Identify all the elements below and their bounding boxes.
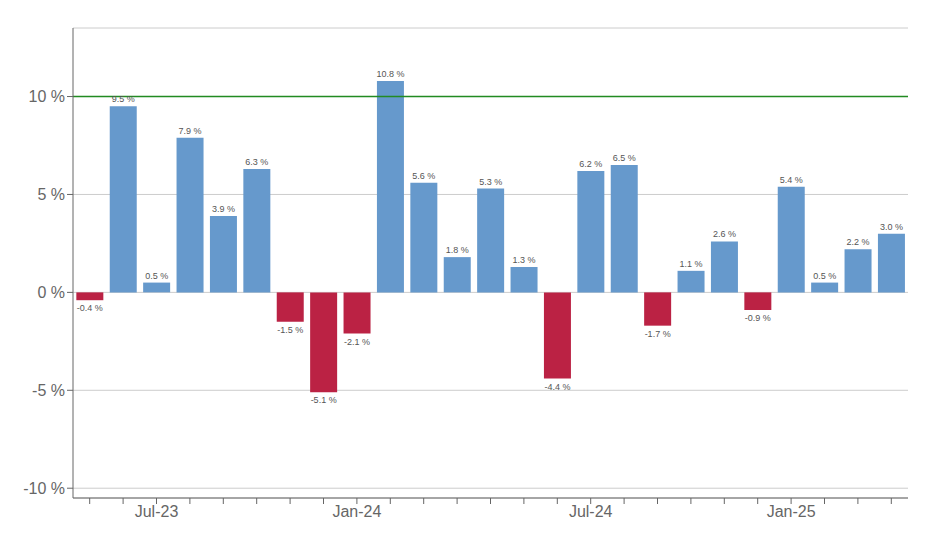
svg-text:3.0 %: 3.0 % bbox=[880, 222, 903, 232]
svg-text:-10 %: -10 % bbox=[23, 480, 65, 497]
svg-text:1.1 %: 1.1 % bbox=[680, 259, 703, 269]
svg-text:1.8 %: 1.8 % bbox=[446, 245, 469, 255]
svg-text:Jul-24: Jul-24 bbox=[569, 503, 613, 520]
svg-text:0 %: 0 % bbox=[37, 284, 65, 301]
svg-text:Jan-24: Jan-24 bbox=[332, 503, 381, 520]
svg-text:5.4 %: 5.4 % bbox=[780, 175, 803, 185]
svg-text:3.9 %: 3.9 % bbox=[212, 204, 235, 214]
svg-text:-1.5 %: -1.5 % bbox=[277, 325, 303, 335]
svg-text:5.3 %: 5.3 % bbox=[479, 177, 502, 187]
svg-text:9.5 %: 9.5 % bbox=[112, 94, 135, 104]
svg-text:5.6 %: 5.6 % bbox=[412, 171, 435, 181]
svg-text:Jan-25: Jan-25 bbox=[767, 503, 816, 520]
svg-text:-5.1 %: -5.1 % bbox=[311, 395, 337, 405]
svg-text:2.6 %: 2.6 % bbox=[713, 229, 736, 239]
svg-text:10 %: 10 % bbox=[29, 88, 65, 105]
svg-text:2.2 %: 2.2 % bbox=[847, 237, 870, 247]
svg-text:-5 %: -5 % bbox=[32, 382, 65, 399]
svg-text:-4.4 %: -4.4 % bbox=[544, 382, 570, 392]
svg-text:6.2 %: 6.2 % bbox=[579, 159, 602, 169]
svg-text:10.8 %: 10.8 % bbox=[376, 69, 404, 79]
svg-text:0.5 %: 0.5 % bbox=[813, 271, 836, 281]
svg-text:0.5 %: 0.5 % bbox=[145, 271, 168, 281]
svg-text:-0.9 %: -0.9 % bbox=[745, 313, 771, 323]
svg-text:-2.1 %: -2.1 % bbox=[344, 337, 370, 347]
svg-text:-1.7 %: -1.7 % bbox=[645, 329, 671, 339]
svg-text:6.5 %: 6.5 % bbox=[613, 153, 636, 163]
svg-text:5 %: 5 % bbox=[37, 186, 65, 203]
svg-text:Jul-23: Jul-23 bbox=[135, 503, 179, 520]
svg-text:1.3 %: 1.3 % bbox=[513, 255, 536, 265]
svg-text:-0.4 %: -0.4 % bbox=[77, 303, 103, 313]
svg-text:6.3 %: 6.3 % bbox=[245, 157, 268, 167]
svg-text:7.9 %: 7.9 % bbox=[179, 126, 202, 136]
